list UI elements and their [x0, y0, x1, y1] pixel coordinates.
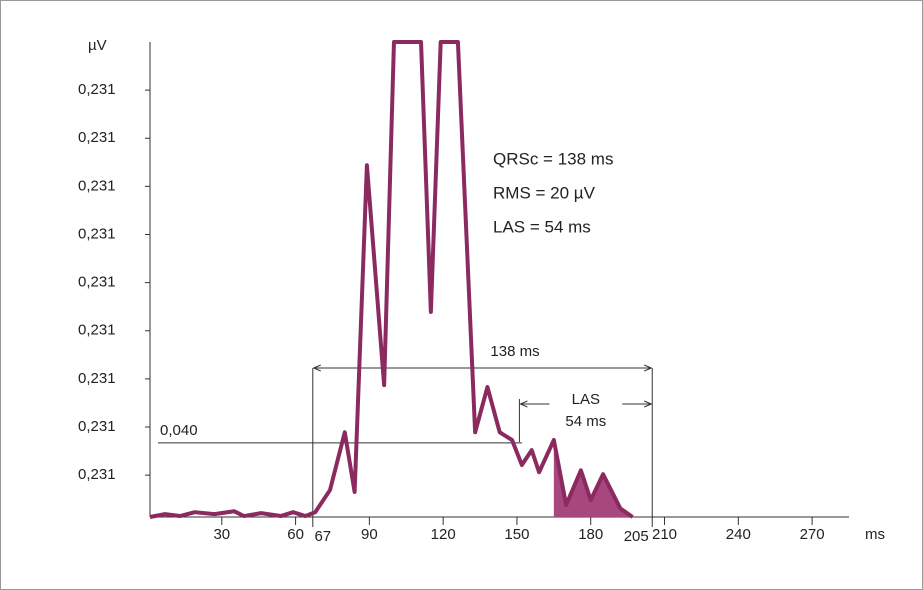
y-tick-label: 0,231	[78, 81, 116, 98]
x-tick-label: 210	[652, 526, 677, 543]
x-tick-label: 180	[578, 526, 603, 543]
x-tick-label: 240	[726, 526, 751, 543]
las-label: LAS	[572, 391, 600, 408]
qrs-end-label: 205	[624, 528, 649, 545]
y-tick-label: 0,231	[78, 177, 116, 194]
y-axis-label: µV	[88, 37, 107, 54]
qrs-start-label: 67	[314, 528, 331, 545]
y-tick-label: 0,231	[78, 466, 116, 483]
y-tick-label: 0,231	[78, 322, 116, 339]
y-tick-label: 0,231	[78, 418, 116, 435]
x-tick-label: 60	[287, 526, 304, 543]
x-tick-label: 270	[800, 526, 825, 543]
x-axis-label: ms	[865, 526, 885, 543]
y-tick-label: 0,231	[78, 225, 116, 242]
signal-line	[149, 40, 634, 519]
las-duration-label: 54 ms	[565, 413, 606, 430]
x-tick-label: 120	[431, 526, 456, 543]
x-tick-label: 30	[213, 526, 230, 543]
x-tick-label: 150	[504, 526, 529, 543]
y-tick-label: 0,231	[78, 129, 116, 146]
annotation: RMS = 20 µV	[493, 183, 596, 202]
annotation: LAS = 54 ms	[493, 217, 591, 236]
threshold-label: 0,040	[160, 422, 198, 439]
qrs-label: 138 ms	[490, 343, 539, 360]
y-tick-label: 0,231	[78, 370, 116, 387]
y-tick-label: 0,231	[78, 274, 116, 291]
annotation: QRSc = 138 ms	[493, 149, 613, 168]
x-tick-label: 90	[361, 526, 378, 543]
